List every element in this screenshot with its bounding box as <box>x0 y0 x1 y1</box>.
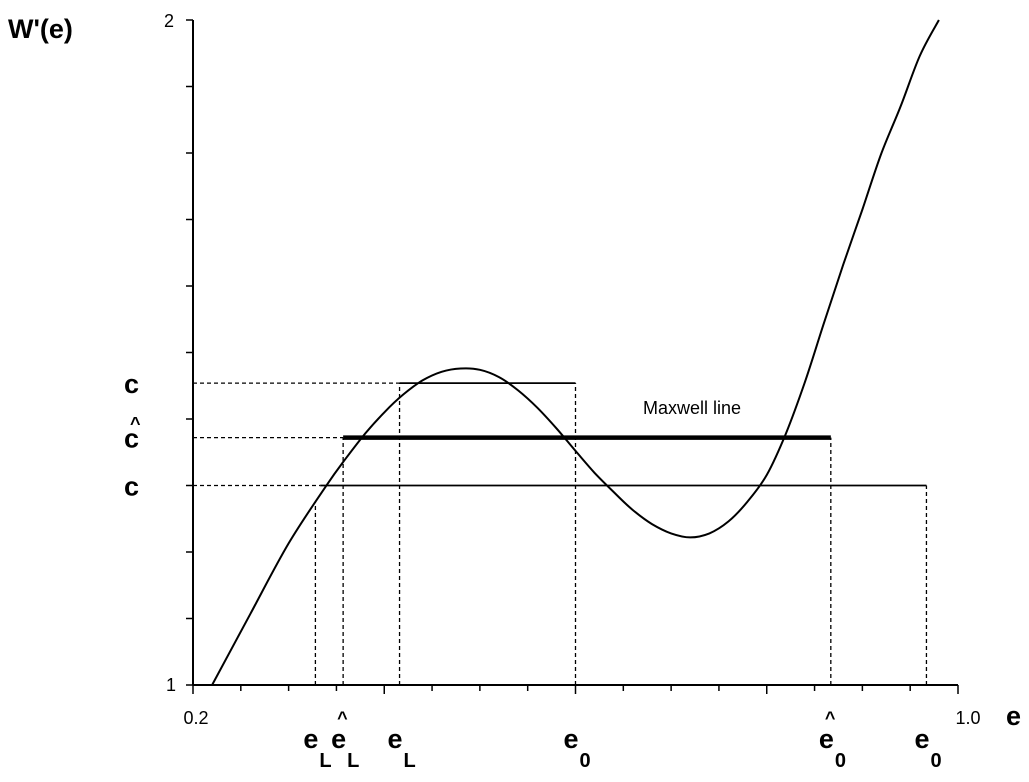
x-marker-label: e <box>914 724 929 754</box>
y-marker-label: c <box>124 369 139 399</box>
x-tick-label-right: 1.0 <box>955 708 980 728</box>
x-marker-label: e <box>388 724 403 754</box>
x-marker-label: e <box>331 724 346 754</box>
y-axis-title: W'(e) <box>8 14 73 44</box>
x-marker-hat: ^ <box>825 708 836 728</box>
y-tick-label-bottom: 1 <box>166 675 176 695</box>
x-marker-hat: ^ <box>337 708 348 728</box>
x-marker-label: e <box>819 724 834 754</box>
y-marker-hat: ^ <box>130 414 141 434</box>
x-marker-subscript: 0 <box>835 750 846 772</box>
x-marker-subscript: L <box>347 750 359 772</box>
y-marker-label: c <box>124 424 139 454</box>
x-marker-subscript: 0 <box>930 750 941 772</box>
x-axis-title: e <box>1006 701 1021 731</box>
maxwell-line-annotation: Maxwell line <box>643 398 741 418</box>
x-marker-subscript: L <box>319 750 331 772</box>
x-marker-subscript: 0 <box>580 750 591 772</box>
axis-ticks <box>186 19 959 694</box>
x-marker-label: e <box>564 724 579 754</box>
x-tick-label-left: 0.2 <box>183 708 208 728</box>
w-prime-curve <box>211 19 940 686</box>
y-tick-label-top: 2 <box>164 11 174 31</box>
x-marker-subscript: L <box>404 750 416 772</box>
y-marker-label: c <box>124 472 139 502</box>
x-marker-label: e <box>303 724 318 754</box>
